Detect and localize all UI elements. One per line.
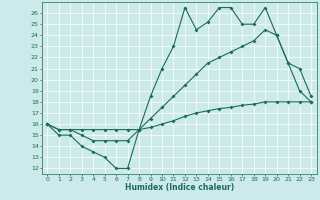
X-axis label: Humidex (Indice chaleur): Humidex (Indice chaleur)	[124, 183, 234, 192]
